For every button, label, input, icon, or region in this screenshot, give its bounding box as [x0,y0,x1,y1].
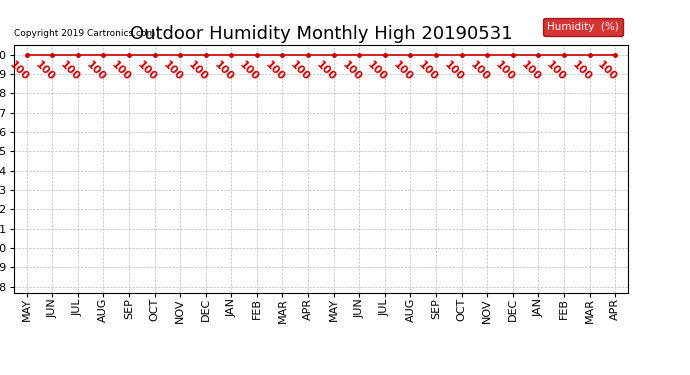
Text: 100: 100 [417,60,440,83]
Text: 100: 100 [212,60,235,83]
Text: 100: 100 [315,60,337,83]
Text: 100: 100 [442,60,466,83]
Text: 100: 100 [366,60,388,83]
Text: 100: 100 [468,60,491,83]
Text: 100: 100 [263,60,286,83]
Text: 100: 100 [8,60,30,83]
Text: 100: 100 [391,60,415,83]
Text: 100: 100 [595,60,619,83]
Text: 100: 100 [135,60,159,83]
Text: 100: 100 [493,60,517,83]
Text: 100: 100 [544,60,568,83]
Text: 100: 100 [237,60,261,83]
Text: 100: 100 [340,60,363,83]
Text: 100: 100 [59,60,81,83]
Text: 100: 100 [110,60,133,83]
Text: 100: 100 [186,60,210,83]
Text: 100: 100 [161,60,184,83]
Text: 100: 100 [570,60,593,83]
Text: 100: 100 [84,60,108,83]
Legend: Humidity  (%): Humidity (%) [542,18,622,36]
Text: Copyright 2019 Cartronics.com: Copyright 2019 Cartronics.com [14,28,155,38]
Text: 100: 100 [33,60,56,83]
Text: 100: 100 [519,60,542,83]
Text: 100: 100 [288,60,312,83]
Title: Outdoor Humidity Monthly High 20190531: Outdoor Humidity Monthly High 20190531 [130,26,512,44]
